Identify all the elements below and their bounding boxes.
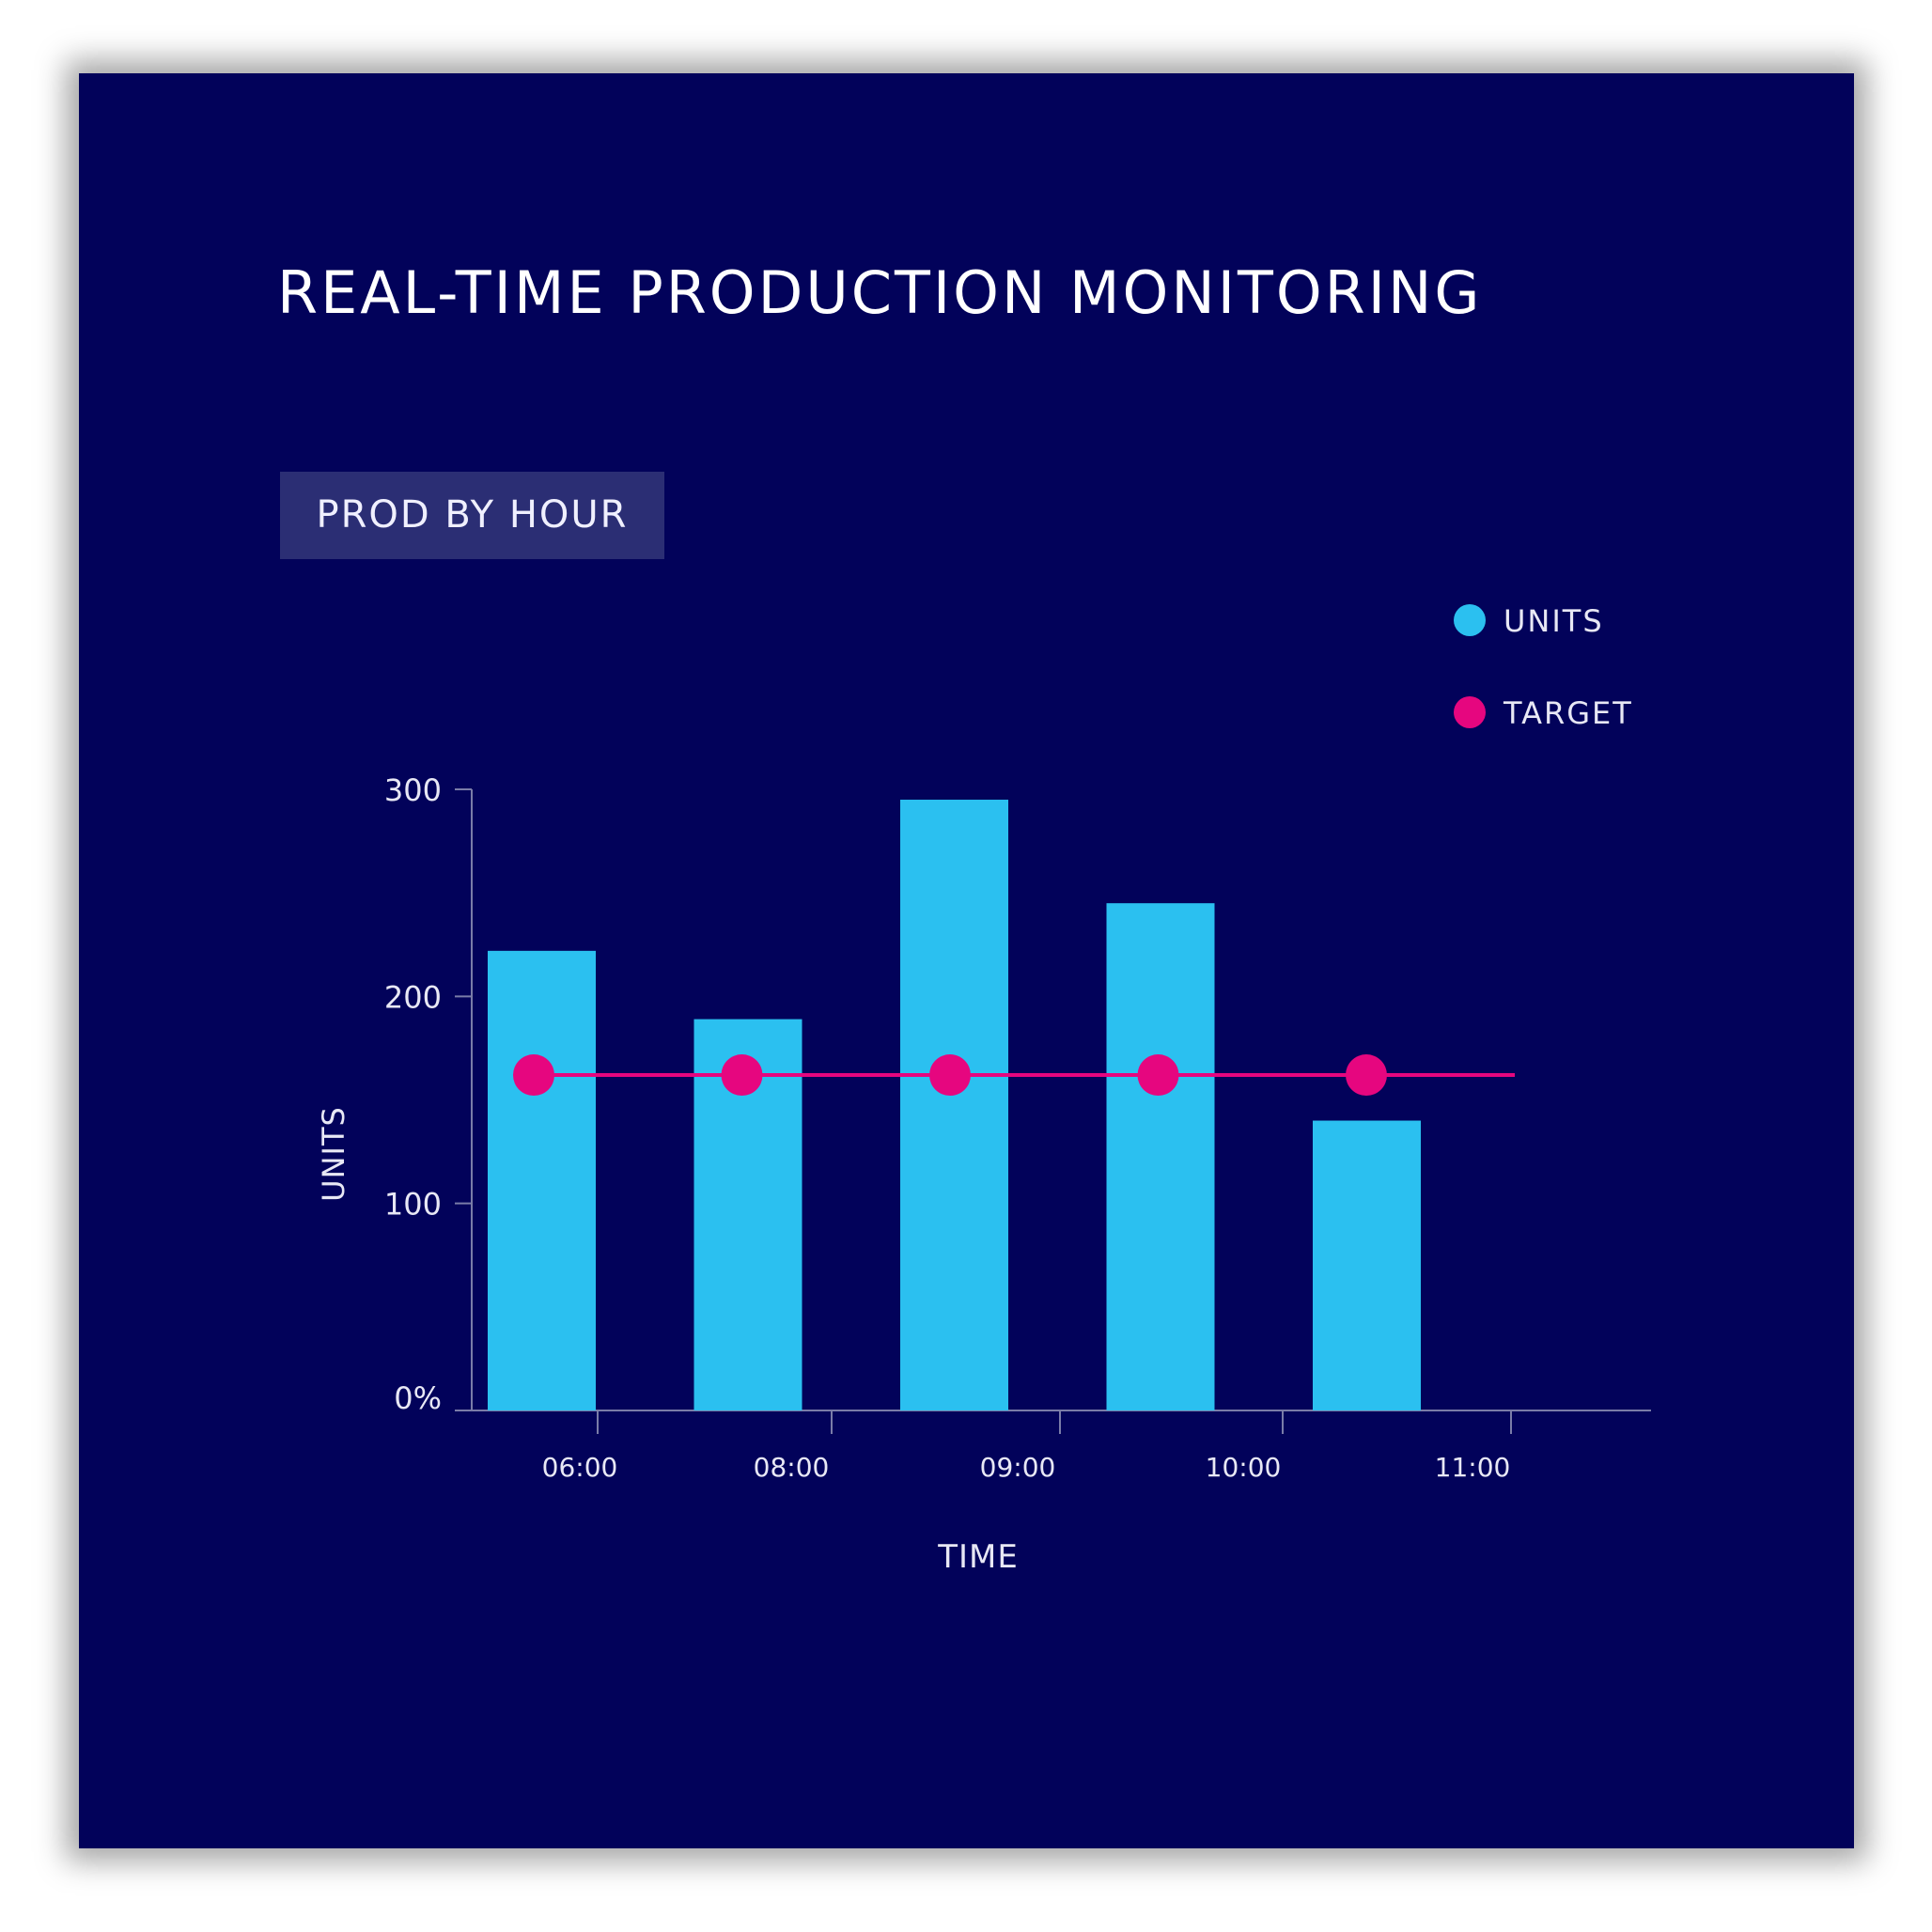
axis-ticks: 0% 100 200 300 06:00 08:00 09:00 10:00 11:00: [384, 772, 1512, 1483]
legend-label: UNITS: [1504, 603, 1604, 639]
y-tick-label: 300: [384, 772, 442, 808]
y-tick-label: 200: [384, 979, 442, 1015]
target-point: [929, 1054, 971, 1097]
units-bar: [900, 800, 1008, 1410]
y-tick-label: 100: [384, 1187, 442, 1223]
x-axis-title: TIME: [937, 1538, 1019, 1576]
x-tick-label: 09:00: [980, 1452, 1056, 1483]
units-bar: [1106, 903, 1215, 1410]
x-tick-label: 10:00: [1206, 1452, 1282, 1483]
target-point: [513, 1054, 554, 1097]
x-tick-label: 08:00: [754, 1452, 830, 1483]
chart-legend: UNITS TARGET: [1454, 603, 1633, 731]
y-axis-title: UNITS: [316, 1106, 351, 1202]
legend-swatch: [1454, 604, 1486, 636]
target-point: [721, 1054, 763, 1097]
target-series: [513, 1054, 1515, 1097]
target-point: [1346, 1054, 1387, 1097]
x-tick-label: 11:00: [1435, 1452, 1511, 1483]
chart-axes: TIME UNITS: [316, 789, 1651, 1576]
legend-swatch: [1454, 696, 1486, 728]
page-title: REAL-TIME PRODUCTION MONITORING: [277, 258, 1483, 327]
chart-section-label: PROD BY HOUR: [280, 472, 664, 559]
units-bars: [488, 800, 1421, 1410]
units-bar: [488, 950, 596, 1410]
legend-label: TARGET: [1503, 695, 1633, 731]
y-tick-label: 0%: [394, 1380, 442, 1416]
units-bar: [1313, 1120, 1421, 1410]
x-tick-label: 06:00: [542, 1452, 618, 1483]
target-point: [1137, 1054, 1179, 1097]
